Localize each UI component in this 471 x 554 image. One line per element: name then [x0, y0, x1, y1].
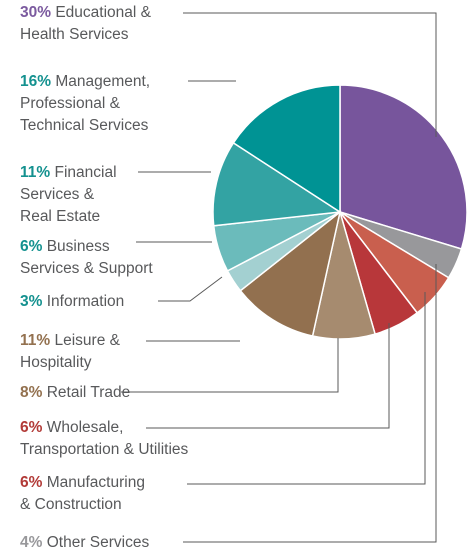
slice-label-line: Retail Trade	[42, 384, 130, 401]
leader-line-1	[183, 264, 437, 543]
slice-label-line: Manufacturing	[42, 474, 145, 491]
slice-label-8: 11% Financial Services & Real Estate	[20, 164, 117, 225]
slice-label-6: 3% Information	[20, 293, 124, 310]
leader-line-2	[187, 292, 426, 485]
slice-percent-8: 11%	[20, 164, 50, 181]
leader-line-4	[121, 338, 339, 393]
slice-label-line: Health Services	[20, 26, 129, 43]
slice-label-line: Information	[42, 293, 124, 310]
slice-label-line: Professional &	[20, 95, 121, 112]
slice-percent-7: 6%	[20, 238, 43, 255]
slice-label-line: Services & Support	[20, 260, 153, 277]
slice-percent-3: 6%	[20, 419, 43, 436]
slice-label-line: Technical Services	[20, 117, 149, 134]
slice-percent-0: 30%	[20, 4, 51, 21]
slice-label-line: Wholesale,	[42, 419, 123, 436]
pie-slice-5	[239, 210, 342, 337]
slice-label-0: 30% Educational & Health Services	[20, 4, 152, 43]
slice-label-1: 4% Other Services	[20, 534, 149, 551]
leader-lines	[121, 12, 437, 543]
slice-labels: 30% Educational & Health Services 4% Other…	[20, 4, 189, 551]
slice-label-line: Transportation & Utilities	[20, 441, 189, 458]
slice-label-line: Management,	[51, 73, 150, 90]
slice-percent-5: 11%	[20, 332, 50, 349]
slice-label-line: Other Services	[42, 534, 149, 551]
pie-slice-8	[212, 141, 343, 227]
pie-slices	[212, 84, 468, 340]
slice-percent-6: 3%	[20, 293, 43, 310]
slice-label-5: 11% Leisure & Hospitality	[20, 332, 121, 371]
slice-label-3: 6% Wholesale, Transportation & Utilities	[20, 419, 189, 458]
slice-label-line: & Construction	[20, 496, 122, 513]
slice-label-line: Services &	[20, 186, 95, 203]
slice-label-9: 16% Management, Professional & Technical S…	[20, 73, 150, 134]
leader-line-0	[183, 12, 437, 137]
leader-line-3	[146, 323, 390, 429]
slice-label-7: 6% Business Services & Support	[20, 238, 153, 277]
slice-percent-1: 4%	[20, 534, 43, 551]
leader-line-6	[158, 276, 223, 302]
pie-slice-9	[232, 84, 341, 214]
slice-label-4: 8% Retail Trade	[20, 384, 130, 401]
slice-percent-4: 8%	[20, 384, 43, 401]
pie-slice-0	[339, 84, 468, 250]
slice-percent-2: 6%	[20, 474, 43, 491]
slice-label-line: Real Estate	[20, 208, 100, 225]
slice-label-line: Financial	[50, 164, 116, 181]
slice-label-2: 6% Manufacturing & Construction	[20, 474, 145, 513]
slice-label-line: Business	[42, 238, 109, 255]
slice-label-line: Leisure &	[50, 332, 120, 349]
slice-label-line: Hospitality	[20, 354, 92, 371]
slice-percent-9: 16%	[20, 73, 51, 90]
slice-label-line: Educational &	[51, 4, 152, 21]
